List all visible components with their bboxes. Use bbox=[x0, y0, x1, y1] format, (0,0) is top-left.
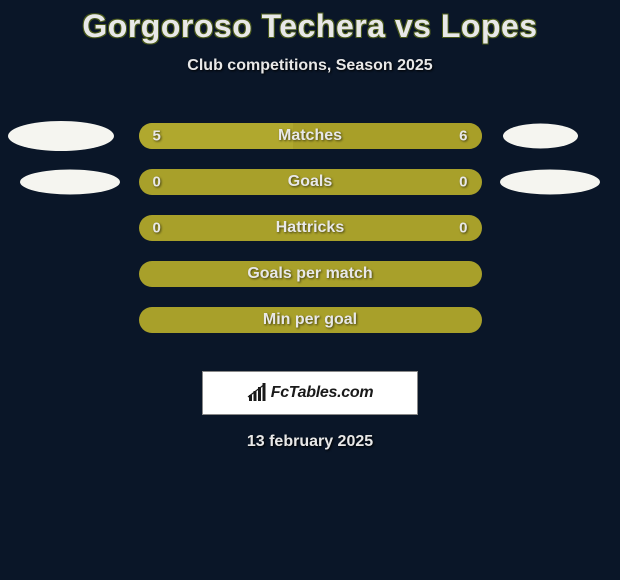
brand-badge[interactable]: FcTables.com bbox=[202, 371, 418, 415]
subtitle: Club competitions, Season 2025 bbox=[187, 57, 432, 75]
stat-value-right: 0 bbox=[459, 174, 467, 191]
stat-row: 0 0 Hattricks bbox=[0, 215, 620, 241]
comparison-card: Gorgoroso Techera vs Lopes Club competit… bbox=[0, 0, 620, 451]
stat-bar-track: 0 0 Hattricks bbox=[139, 215, 482, 241]
stat-bar-track: Goals per match bbox=[139, 261, 482, 287]
stat-label: Goals per match bbox=[247, 265, 372, 283]
stat-bar-track: 5 6 Matches bbox=[139, 123, 482, 149]
decorative-ellipse bbox=[20, 170, 120, 195]
stat-value-left: 0 bbox=[153, 220, 161, 237]
bar-chart-icon bbox=[247, 383, 267, 403]
decorative-ellipse bbox=[503, 124, 578, 149]
stat-row: 0 0 Goals bbox=[0, 169, 620, 195]
stat-row: Min per goal bbox=[0, 307, 620, 333]
stat-value-left: 5 bbox=[153, 128, 161, 145]
stat-bar-track: 0 0 Goals bbox=[139, 169, 482, 195]
stat-label: Goals bbox=[288, 173, 332, 191]
date-line: 13 february 2025 bbox=[247, 433, 373, 451]
decorative-ellipse bbox=[8, 121, 114, 151]
stat-row: 5 6 Matches bbox=[0, 123, 620, 149]
stat-bar-fill-left bbox=[139, 123, 293, 149]
stat-bar-track: Min per goal bbox=[139, 307, 482, 333]
stat-label: Hattricks bbox=[276, 219, 344, 237]
stat-value-right: 0 bbox=[459, 220, 467, 237]
stat-label: Matches bbox=[278, 127, 342, 145]
decorative-ellipse bbox=[500, 170, 600, 195]
stat-row: Goals per match bbox=[0, 261, 620, 287]
stat-value-left: 0 bbox=[153, 174, 161, 191]
stats-area: 5 6 Matches 0 0 Goals 0 0 Hattricks Goals per mat… bbox=[0, 123, 620, 353]
stat-value-right: 6 bbox=[459, 128, 467, 145]
page-title: Gorgoroso Techera vs Lopes bbox=[82, 8, 537, 45]
stat-label: Min per goal bbox=[263, 311, 357, 329]
brand-text: FcTables.com bbox=[271, 384, 374, 402]
